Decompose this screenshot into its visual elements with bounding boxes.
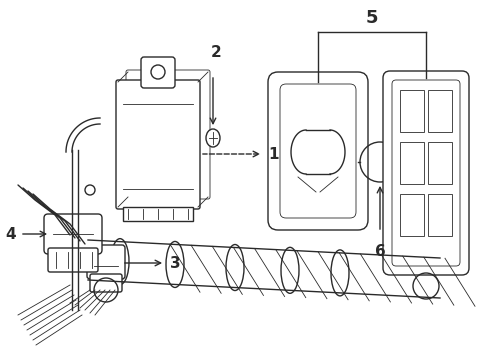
Bar — [400, 194, 424, 236]
Text: 6: 6 — [375, 244, 385, 259]
FancyBboxPatch shape — [126, 70, 210, 199]
FancyBboxPatch shape — [392, 80, 460, 266]
Bar — [428, 194, 452, 236]
FancyBboxPatch shape — [44, 214, 102, 254]
FancyBboxPatch shape — [383, 71, 469, 275]
Ellipse shape — [166, 242, 184, 287]
Text: 4: 4 — [5, 226, 16, 242]
Ellipse shape — [111, 239, 129, 285]
FancyBboxPatch shape — [141, 57, 175, 88]
FancyBboxPatch shape — [87, 245, 125, 279]
FancyBboxPatch shape — [116, 80, 200, 209]
Bar — [400, 90, 424, 132]
Text: 2: 2 — [211, 45, 221, 60]
Text: 1: 1 — [268, 147, 278, 162]
Bar — [428, 142, 452, 184]
Bar — [428, 90, 452, 132]
Text: 3: 3 — [170, 256, 181, 270]
Bar — [400, 142, 424, 184]
Ellipse shape — [281, 247, 299, 293]
FancyBboxPatch shape — [268, 72, 368, 230]
Text: 5: 5 — [366, 9, 378, 27]
Ellipse shape — [206, 129, 220, 147]
FancyBboxPatch shape — [90, 274, 122, 292]
Ellipse shape — [226, 244, 244, 291]
FancyBboxPatch shape — [280, 84, 356, 218]
Ellipse shape — [331, 250, 349, 296]
FancyBboxPatch shape — [48, 248, 98, 272]
Bar — [123, 207, 193, 221]
